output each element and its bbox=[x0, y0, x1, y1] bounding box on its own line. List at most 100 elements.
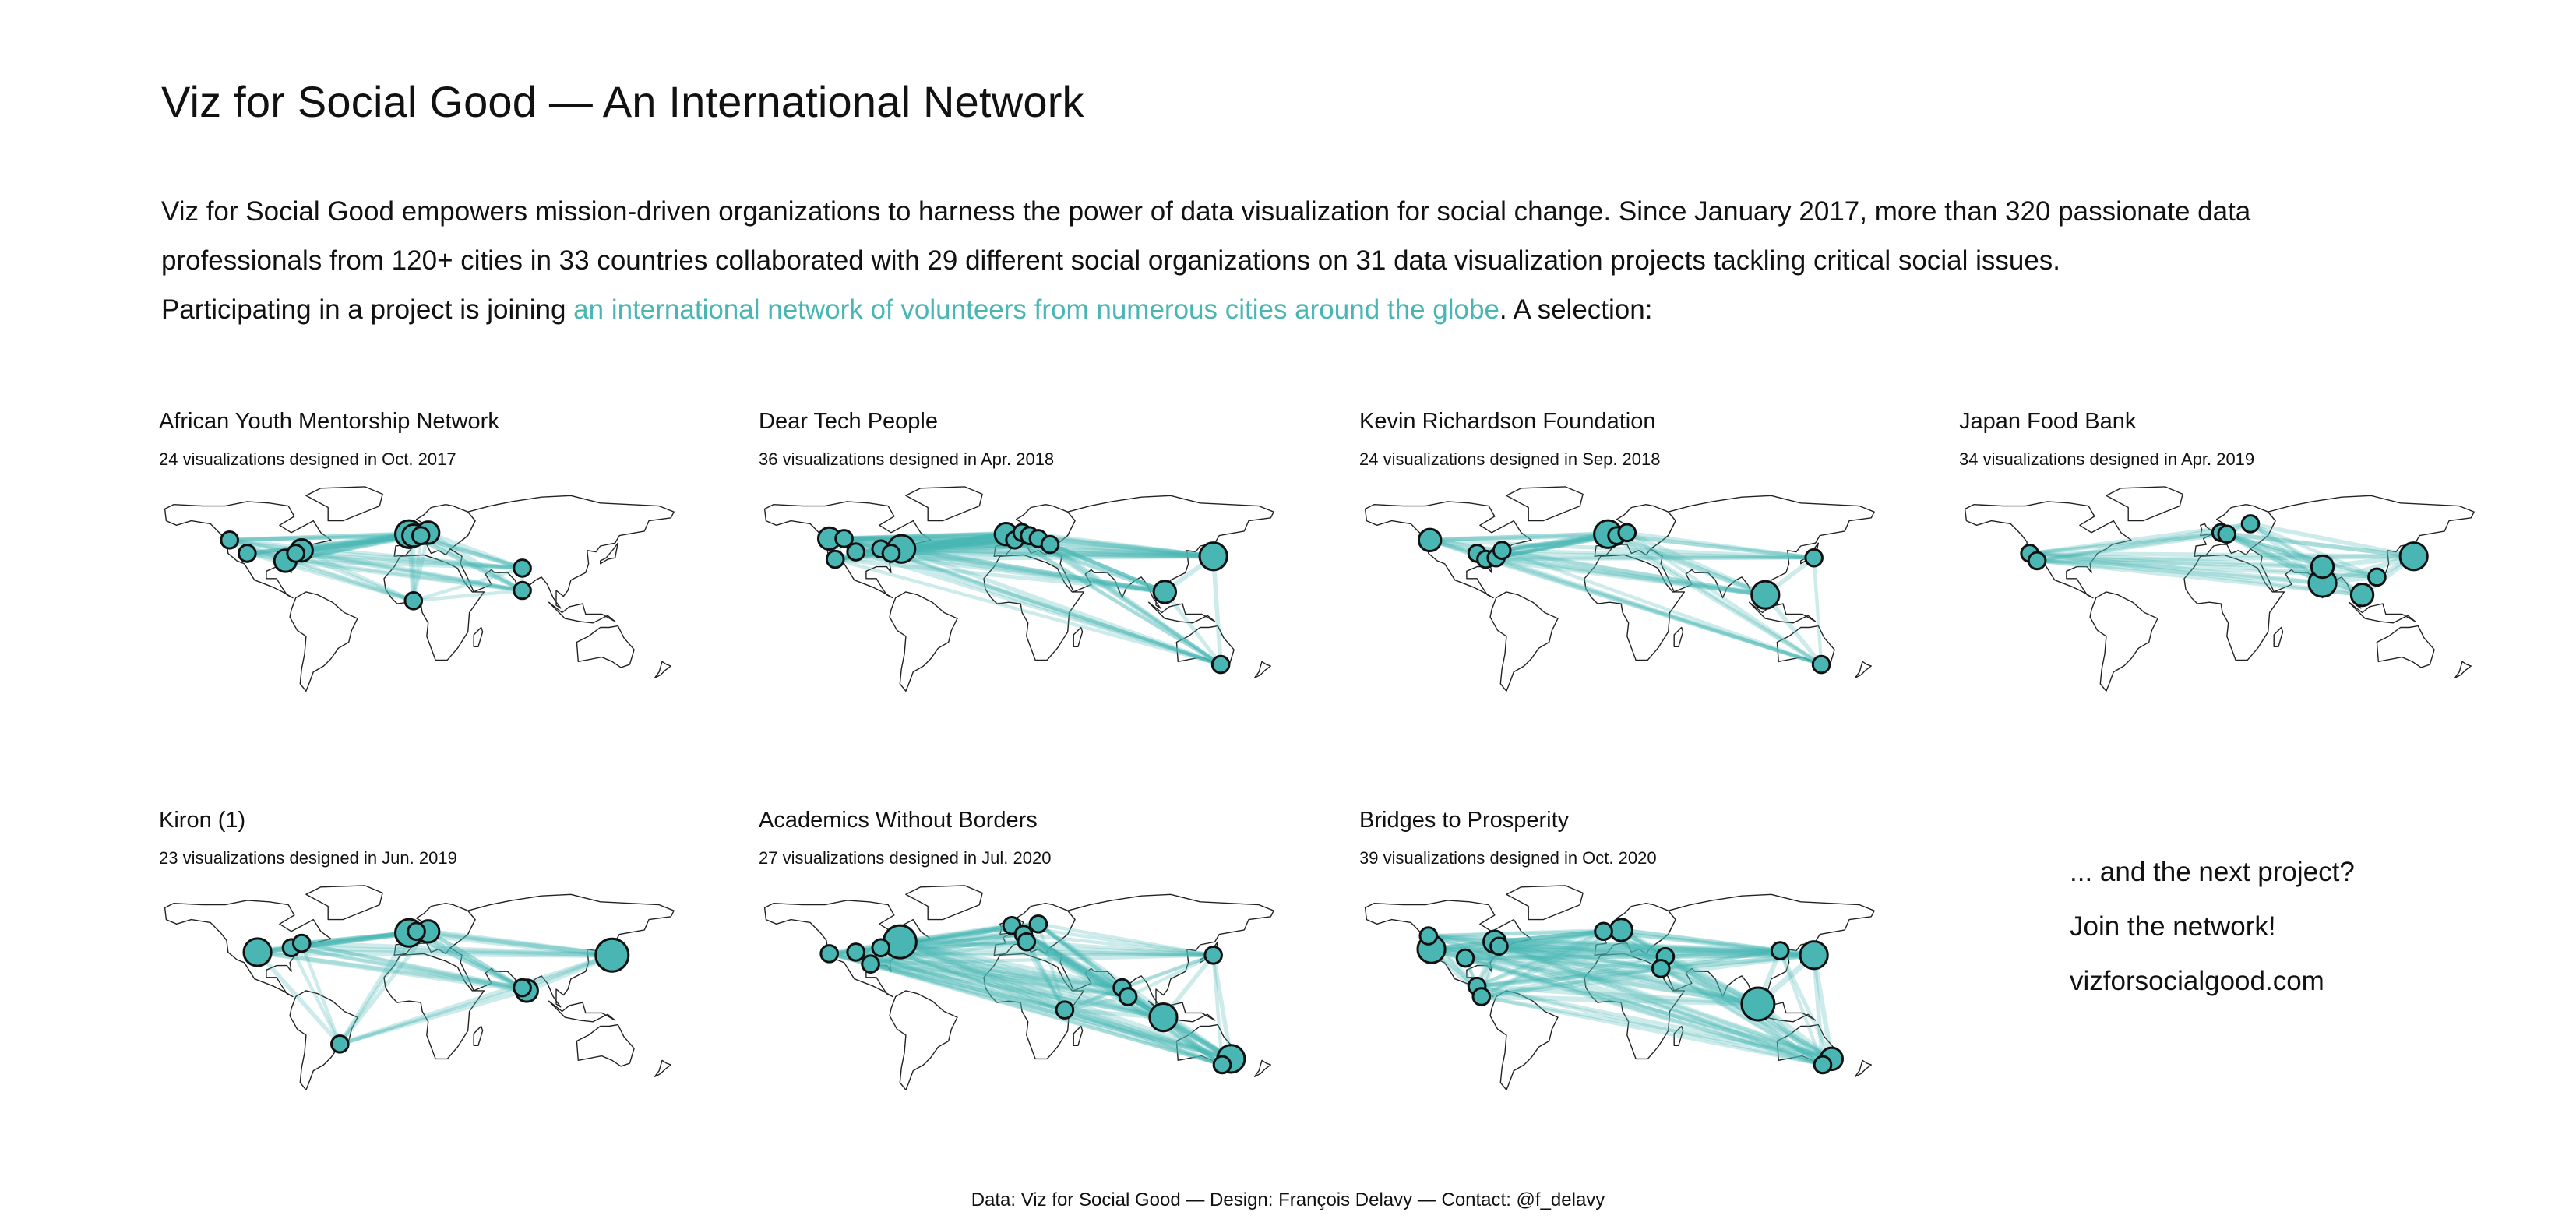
network-link bbox=[879, 946, 1067, 1012]
project-title: Japan Food Bank bbox=[1959, 409, 2137, 434]
network-link bbox=[897, 939, 1235, 1062]
landmass-indonesia bbox=[1147, 601, 1216, 624]
landmass-asia bbox=[449, 495, 675, 609]
intro-network-link[interactable]: an international network of volunteers f… bbox=[573, 294, 1499, 325]
network-link bbox=[1479, 954, 1668, 999]
land-layer bbox=[1364, 486, 1875, 692]
network-link bbox=[2035, 558, 2325, 586]
network-link bbox=[2035, 530, 2223, 563]
city-node bbox=[1210, 654, 1231, 675]
world-network-map bbox=[763, 885, 1274, 1090]
landmass-africa bbox=[383, 953, 485, 1060]
city-node bbox=[825, 549, 845, 569]
network-link bbox=[1763, 592, 1824, 667]
city-node bbox=[2349, 583, 2375, 608]
landmass-africa bbox=[1584, 953, 1686, 1060]
city-node bbox=[819, 944, 839, 964]
network-link bbox=[419, 534, 524, 570]
network-link bbox=[2225, 532, 2365, 597]
network-link bbox=[1027, 534, 1223, 667]
network-link bbox=[1463, 956, 1834, 1061]
network-link bbox=[1062, 995, 1130, 1012]
link-layer bbox=[1427, 530, 1824, 667]
network-link bbox=[2320, 553, 2417, 586]
network-link bbox=[419, 534, 524, 593]
network-link bbox=[1036, 922, 1067, 1012]
network-link bbox=[842, 532, 1008, 541]
network-link bbox=[1036, 922, 1215, 957]
network-link bbox=[1496, 943, 1760, 1007]
network-link bbox=[1475, 953, 1817, 988]
city-node bbox=[407, 921, 426, 942]
landmass-greenland bbox=[1506, 486, 1584, 522]
network-link bbox=[1479, 929, 1605, 999]
landmass-south-america bbox=[1489, 990, 1559, 1090]
intro-line-3-suffix: . A selection: bbox=[1499, 294, 1653, 325]
network-link bbox=[1013, 537, 1167, 594]
network-link bbox=[1429, 946, 1834, 1062]
link-layer bbox=[1425, 927, 1834, 1068]
landmass-greenland bbox=[305, 486, 383, 522]
node-layer bbox=[2020, 514, 2429, 608]
landmass-new-zealand bbox=[1854, 1059, 1872, 1077]
city-node bbox=[1799, 940, 1829, 971]
network-link bbox=[2224, 531, 2416, 559]
world-network-map bbox=[1364, 486, 1875, 692]
city-node bbox=[291, 933, 312, 953]
city-node bbox=[2240, 514, 2261, 534]
network-link bbox=[1426, 934, 1663, 971]
network-link bbox=[1478, 994, 1760, 1007]
landmass-africa bbox=[1584, 554, 1686, 661]
city-node bbox=[220, 530, 239, 550]
network-link bbox=[854, 950, 1067, 1012]
landmass-greenland bbox=[1506, 885, 1584, 921]
network-link bbox=[299, 548, 525, 570]
network-link bbox=[899, 542, 1052, 551]
landmass-asia bbox=[1049, 893, 1274, 1008]
network-link bbox=[338, 985, 524, 1046]
city-node bbox=[834, 529, 854, 548]
network-link bbox=[826, 951, 1166, 1020]
network-link bbox=[889, 551, 1167, 594]
network-link bbox=[1475, 551, 1824, 667]
network-link bbox=[869, 939, 1028, 966]
network-link bbox=[1492, 939, 1761, 1007]
network-link bbox=[1021, 932, 1124, 990]
network-link bbox=[1429, 927, 1624, 952]
network-link bbox=[2248, 522, 2379, 580]
network-link bbox=[1024, 939, 1130, 999]
network-link bbox=[897, 932, 1027, 945]
network-link bbox=[1475, 551, 1768, 597]
city-node bbox=[1455, 948, 1475, 968]
landmass-greenland bbox=[905, 885, 983, 921]
network-link bbox=[827, 952, 1225, 1067]
network-link bbox=[1663, 949, 1782, 959]
cta-website-link[interactable]: vizforsocialgood.com bbox=[2070, 966, 2324, 996]
network-link bbox=[889, 551, 1223, 667]
network-link bbox=[854, 950, 1225, 1067]
network-link bbox=[879, 547, 1223, 667]
network-link bbox=[294, 551, 415, 603]
footer-credits: Data: Viz for Social Good — Design: Fran… bbox=[971, 1189, 1605, 1210]
landmass-south-america bbox=[289, 591, 358, 692]
landmass-africa bbox=[983, 953, 1085, 1060]
network-link bbox=[853, 949, 1166, 1020]
network-link bbox=[1625, 530, 1824, 667]
city-node bbox=[1813, 1055, 1833, 1075]
network-link bbox=[1024, 939, 1067, 1012]
network-link bbox=[245, 534, 423, 555]
network-link bbox=[2028, 551, 2325, 569]
network-link bbox=[897, 939, 1216, 958]
network-link bbox=[1126, 953, 1215, 999]
network-link bbox=[868, 961, 1166, 1020]
network-link bbox=[1494, 555, 1824, 667]
network-link bbox=[1428, 537, 1817, 560]
network-link bbox=[425, 929, 530, 993]
network-link bbox=[299, 941, 529, 993]
city-node bbox=[1417, 527, 1443, 553]
network-link bbox=[1126, 995, 1225, 1067]
world-network-map bbox=[763, 486, 1274, 692]
city-node bbox=[846, 542, 865, 562]
network-link bbox=[2027, 551, 2416, 559]
landmass-madagascar bbox=[473, 626, 484, 647]
